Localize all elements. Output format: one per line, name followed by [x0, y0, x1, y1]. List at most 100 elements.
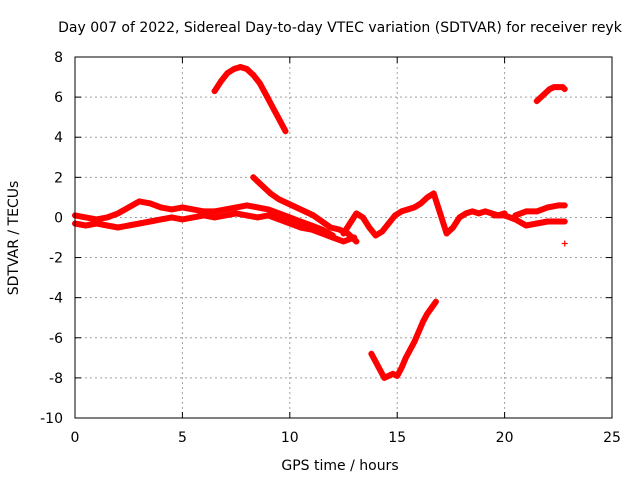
data-point — [250, 174, 257, 181]
y-tick-label: -2 — [49, 251, 63, 267]
data-point — [114, 210, 121, 217]
data-point — [136, 198, 143, 205]
chart-title: Day 007 of 2022, Sidereal Day-to-day VTE… — [58, 20, 623, 36]
data-point — [276, 216, 283, 223]
data-point — [157, 204, 164, 211]
x-tick-label: 0 — [71, 430, 80, 446]
data-point — [254, 204, 261, 211]
x-tick-label: 20 — [496, 430, 514, 446]
data-point — [327, 224, 334, 231]
data-point — [512, 212, 519, 219]
data-point — [269, 104, 276, 111]
y-tick-label: 8 — [54, 50, 63, 66]
data-point — [432, 298, 439, 305]
data-point — [282, 128, 289, 135]
data-point — [179, 216, 186, 223]
data-point — [381, 374, 388, 381]
data-point — [263, 92, 270, 99]
data-point — [475, 210, 482, 217]
data-point — [392, 212, 399, 219]
data-point — [346, 220, 353, 227]
series-arc-late-rising — [512, 202, 568, 219]
data-point — [308, 226, 315, 233]
data-series — [72, 64, 568, 381]
data-point — [372, 232, 379, 239]
data-point — [561, 86, 568, 93]
axis-ticks: 0 5 10 15 20 25 -10 -8 -6 -4 -2 0 2 4 6 8 — [40, 50, 621, 446]
data-point — [385, 220, 392, 227]
y-tick-label: -8 — [49, 371, 63, 387]
data-point — [168, 214, 175, 221]
data-point — [256, 80, 263, 87]
data-point — [402, 354, 409, 361]
data-point — [366, 224, 373, 231]
data-point — [258, 182, 265, 189]
data-point — [523, 222, 530, 229]
grid-lines — [75, 57, 612, 418]
data-point — [555, 218, 562, 225]
data-point — [533, 208, 540, 215]
data-point — [501, 212, 508, 219]
y-tick-label: 2 — [54, 170, 63, 186]
data-point — [340, 230, 347, 237]
data-point — [168, 206, 175, 213]
data-point — [211, 214, 218, 221]
y-tick-label: -6 — [49, 331, 63, 347]
data-point — [482, 208, 489, 215]
data-point — [222, 206, 229, 213]
data-point — [284, 200, 291, 207]
data-point — [544, 204, 551, 211]
data-point — [359, 214, 366, 221]
data-point — [243, 66, 250, 73]
series-line — [368, 298, 439, 381]
data-point — [372, 358, 379, 365]
y-tick-label: 6 — [54, 90, 63, 106]
data-point — [450, 224, 457, 231]
y-axis-label: SDTVAR / TECUs — [6, 181, 22, 296]
data-point — [319, 230, 326, 237]
series-line — [211, 64, 289, 135]
data-point — [237, 64, 244, 71]
data-point — [211, 208, 218, 215]
data-point — [297, 218, 304, 225]
data-point — [243, 212, 250, 219]
data-point — [224, 70, 231, 77]
data-point — [353, 238, 360, 245]
data-point — [561, 218, 568, 225]
data-point — [104, 214, 111, 221]
series-arc-high-right — [533, 84, 568, 105]
data-point — [243, 202, 250, 209]
data-point — [293, 204, 300, 211]
x-axis-label: GPS time / hours — [281, 458, 398, 474]
data-point — [340, 238, 347, 245]
data-point — [297, 224, 304, 231]
data-point — [125, 222, 132, 229]
data-point — [276, 210, 283, 217]
data-point — [179, 204, 186, 211]
data-point — [233, 210, 240, 217]
data-point — [267, 190, 274, 197]
data-point — [222, 212, 229, 219]
data-point — [250, 72, 257, 79]
data-point — [490, 212, 497, 219]
data-point — [190, 206, 197, 213]
data-point — [523, 208, 530, 215]
y-tick-label: 0 — [54, 210, 63, 226]
data-point — [415, 328, 422, 335]
x-tick-label: 15 — [388, 430, 406, 446]
data-point — [377, 366, 384, 373]
data-point — [546, 86, 553, 93]
data-point — [353, 210, 360, 217]
data-point — [286, 214, 293, 221]
data-point — [230, 66, 237, 73]
series-arc-descending-from-peak — [211, 64, 289, 135]
data-point — [419, 318, 426, 325]
data-point — [385, 372, 392, 379]
data-point — [389, 370, 396, 377]
data-point — [301, 208, 308, 215]
data-point — [469, 208, 476, 215]
data-point — [233, 204, 240, 211]
data-point — [82, 222, 89, 229]
data-point — [329, 234, 336, 241]
